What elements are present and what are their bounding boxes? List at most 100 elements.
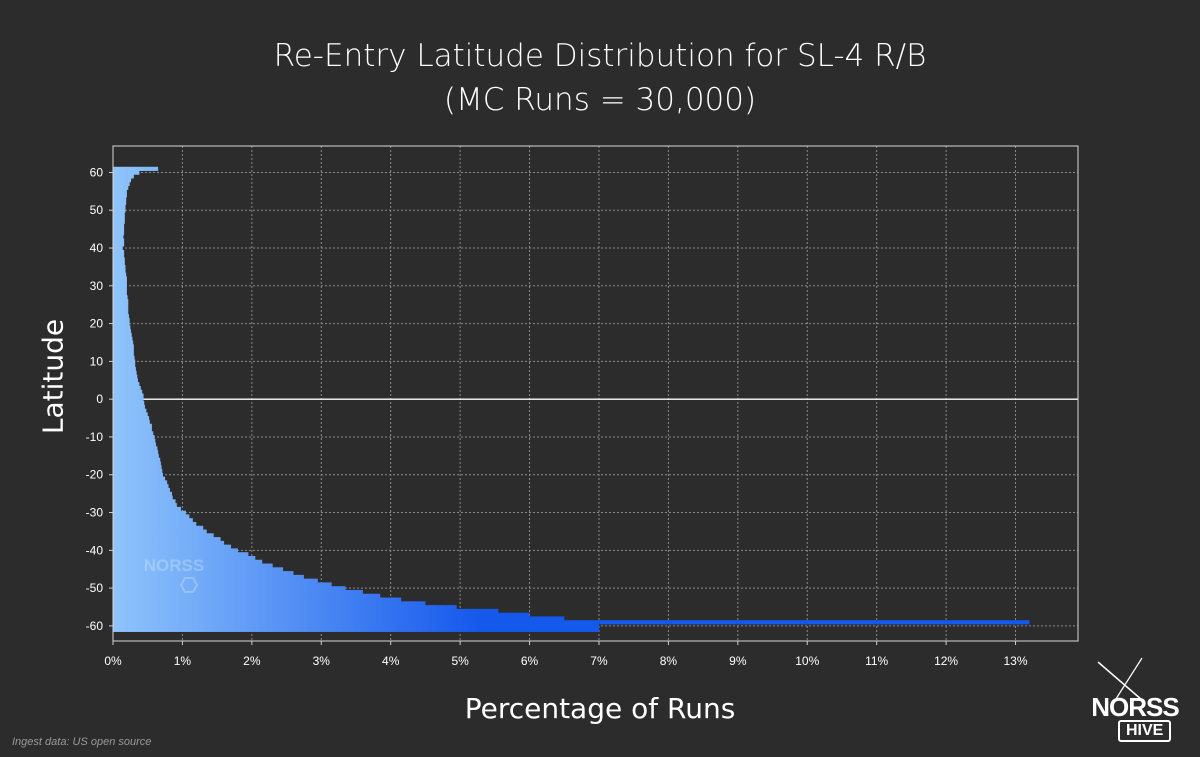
y-tick-label: -50	[86, 581, 104, 595]
histogram-bar	[113, 340, 134, 345]
histogram-bar	[113, 204, 126, 209]
histogram-bar	[113, 574, 304, 580]
histogram-bar	[113, 620, 1030, 625]
histogram-bar	[113, 484, 169, 489]
histogram-bar	[113, 242, 125, 247]
histogram-bar	[113, 472, 163, 478]
histogram-bars	[113, 166, 1030, 632]
histogram-bar	[113, 608, 499, 614]
histogram-bar	[113, 438, 156, 444]
histogram-bar	[113, 442, 157, 447]
histogram-bar	[113, 506, 182, 512]
y-tick-label: -20	[86, 468, 104, 482]
histogram-bar	[113, 499, 176, 504]
histogram-bar	[113, 374, 138, 379]
histogram-bar	[113, 623, 599, 629]
x-tick-label: 12%	[934, 654, 958, 668]
y-tick-label: 50	[90, 203, 104, 217]
histogram-bar	[113, 544, 232, 549]
x-tick-label: 6%	[521, 654, 539, 668]
histogram-bar	[113, 355, 135, 360]
histogram-bar	[113, 367, 136, 372]
histogram-bar	[113, 401, 145, 406]
logo-name: NORSS	[1091, 692, 1179, 722]
histogram-bar	[113, 525, 204, 530]
x-tick-label: 10%	[795, 654, 819, 668]
histogram-bar	[113, 446, 158, 451]
y-tick-label: 60	[90, 165, 104, 179]
x-tick-label: 4%	[382, 654, 400, 668]
histogram-bar	[113, 223, 125, 228]
histogram-bar	[113, 344, 134, 349]
histogram-bar	[113, 627, 599, 632]
histogram-bar	[113, 197, 127, 202]
histogram-bar	[113, 336, 133, 341]
logo-sub: HIVE	[1118, 720, 1172, 742]
x-tick-label: 0%	[104, 654, 122, 668]
histogram-bar	[113, 514, 190, 519]
histogram-bar	[113, 265, 126, 270]
histogram-bar	[113, 586, 346, 591]
histogram-bar	[113, 555, 256, 561]
histogram-bar	[113, 567, 284, 572]
histogram-bar	[113, 321, 130, 326]
histogram-bar	[113, 351, 134, 357]
histogram-bar	[113, 416, 150, 421]
histogram-bar	[113, 563, 273, 568]
histogram-bar	[113, 234, 124, 239]
y-tick-label: 40	[90, 241, 104, 255]
histogram-bar	[113, 605, 457, 610]
histogram-bar	[113, 227, 125, 232]
chart-subtitle: (MC Runs = 30,000)	[443, 82, 757, 118]
histogram-bar	[113, 238, 125, 243]
histogram-bar	[113, 249, 125, 255]
histogram-bar	[113, 612, 530, 617]
histogram-bar	[113, 503, 177, 508]
histogram-bar	[113, 185, 129, 190]
histogram-bar	[113, 287, 127, 292]
norss-hive-logo: NORSS HIVE	[1080, 650, 1190, 750]
histogram-bar	[113, 359, 136, 364]
histogram-bar	[113, 480, 168, 485]
histogram-bar	[113, 189, 127, 194]
histogram-bar	[113, 453, 159, 459]
histogram-bar	[113, 601, 426, 606]
histogram-bar	[113, 540, 225, 546]
histogram-bar	[113, 246, 123, 251]
histogram-bar	[113, 389, 143, 394]
histogram-bar	[113, 582, 332, 587]
histogram-bar	[113, 283, 127, 289]
histogram-bar	[113, 333, 132, 338]
histogram-bar	[113, 378, 138, 383]
histogram-bar	[113, 552, 249, 557]
histogram-bar	[113, 571, 294, 576]
axes	[109, 145, 1079, 645]
histogram-bar	[113, 408, 147, 413]
source-note: Ingest data: US open source	[12, 736, 152, 748]
histogram-bar	[113, 200, 127, 205]
histogram-bar	[113, 393, 144, 398]
histogram-bar	[113, 370, 137, 376]
histogram-bar	[113, 382, 140, 387]
x-tick-label: 8%	[660, 654, 678, 668]
histogram-bar	[113, 208, 126, 213]
histogram-bar	[113, 299, 129, 304]
histogram-bar	[113, 385, 141, 391]
y-tick-label: -60	[86, 619, 104, 633]
histogram-bar	[113, 253, 125, 258]
histogram-bar	[113, 166, 159, 171]
histogram-bar	[113, 215, 125, 221]
histogram-bar	[113, 487, 170, 493]
histogram-bar	[113, 537, 221, 542]
histogram-bar	[113, 302, 129, 307]
histogram-bar	[113, 548, 238, 553]
histogram-bar	[113, 427, 152, 432]
x-tick-label: 11%	[865, 654, 888, 668]
histogram-bar	[113, 495, 173, 500]
histogram-bar	[113, 529, 207, 534]
y-tick-label: -40	[86, 543, 104, 557]
histogram-bar	[113, 521, 197, 527]
x-tick-label: 7%	[590, 654, 608, 668]
histogram-bar	[113, 348, 134, 353]
histogram-bar	[113, 431, 154, 436]
